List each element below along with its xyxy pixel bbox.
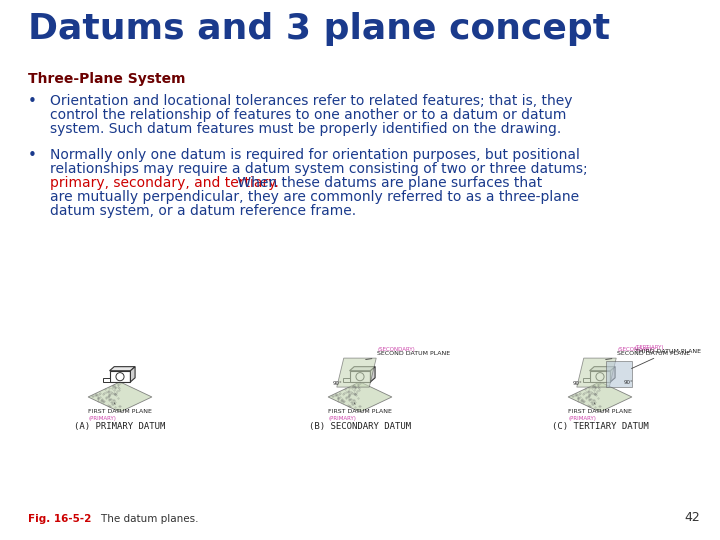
Text: datum system, or a datum reference frame.: datum system, or a datum reference frame… [50, 204, 356, 218]
Text: (TERTIARY): (TERTIARY) [635, 346, 665, 350]
Text: system. Such datum features must be properly identified on the drawing.: system. Such datum features must be prop… [50, 122, 562, 136]
Text: (A) PRIMARY DATUM: (A) PRIMARY DATUM [74, 422, 166, 431]
Polygon shape [582, 378, 590, 382]
Text: (C) TERTIARY DATUM: (C) TERTIARY DATUM [552, 422, 649, 431]
Text: (SECONDARY): (SECONDARY) [618, 347, 655, 352]
Polygon shape [371, 367, 375, 382]
Text: primary, secondary, and tertiary.: primary, secondary, and tertiary. [50, 176, 279, 190]
Polygon shape [337, 358, 377, 387]
Circle shape [596, 373, 604, 381]
Text: When these datums are plane surfaces that: When these datums are plane surfaces tha… [233, 176, 542, 190]
Polygon shape [343, 378, 350, 382]
Text: THIRD DATUM PLANE: THIRD DATUM PLANE [631, 349, 701, 368]
Polygon shape [577, 358, 616, 387]
Polygon shape [102, 378, 109, 382]
Text: (SECONDARY): (SECONDARY) [377, 347, 415, 352]
Text: relationships may require a datum system consisting of two or three datums;: relationships may require a datum system… [50, 162, 588, 176]
Text: FIRST DATUM PLANE: FIRST DATUM PLANE [88, 403, 152, 414]
Text: Fig. 16-5-2: Fig. 16-5-2 [28, 514, 91, 524]
Text: FIRST DATUM PLANE: FIRST DATUM PLANE [328, 403, 392, 414]
Text: 90°: 90° [624, 380, 633, 385]
Text: (PRIMARY): (PRIMARY) [328, 416, 356, 421]
Text: SECOND DATUM PLANE: SECOND DATUM PLANE [606, 350, 690, 360]
Circle shape [356, 373, 364, 381]
Text: Orientation and locational tolerances refer to related features; that is, they: Orientation and locational tolerances re… [50, 94, 572, 108]
Polygon shape [350, 371, 371, 382]
Polygon shape [328, 382, 392, 412]
Polygon shape [590, 367, 615, 371]
Polygon shape [109, 371, 130, 382]
Polygon shape [350, 367, 375, 371]
Text: Datums and 3 plane concept: Datums and 3 plane concept [28, 12, 610, 46]
Text: •: • [28, 94, 37, 109]
Polygon shape [606, 361, 632, 387]
Text: control the relationship of features to one another or to a datum or datum: control the relationship of features to … [50, 108, 567, 122]
Text: FIRST DATUM PLANE: FIRST DATUM PLANE [568, 403, 632, 414]
Polygon shape [611, 367, 615, 382]
Text: 90°: 90° [572, 381, 582, 386]
Text: •: • [28, 148, 37, 163]
Text: Three-Plane System: Three-Plane System [28, 72, 186, 86]
Polygon shape [130, 367, 135, 382]
Text: Normally only one datum is required for orientation purposes, but positional: Normally only one datum is required for … [50, 148, 580, 162]
Text: 90°: 90° [332, 381, 342, 386]
Polygon shape [88, 382, 152, 412]
Circle shape [116, 373, 124, 381]
Text: (B) SECONDARY DATUM: (B) SECONDARY DATUM [309, 422, 411, 431]
Polygon shape [109, 367, 135, 371]
Text: (PRIMARY): (PRIMARY) [88, 416, 116, 421]
Text: The datum planes.: The datum planes. [88, 514, 199, 524]
Text: 42: 42 [684, 511, 700, 524]
Polygon shape [590, 371, 611, 382]
Text: SECOND DATUM PLANE: SECOND DATUM PLANE [366, 350, 451, 360]
Text: are mutually perpendicular, they are commonly referred to as a three-plane: are mutually perpendicular, they are com… [50, 190, 579, 204]
Polygon shape [568, 382, 632, 412]
Text: (PRIMARY): (PRIMARY) [568, 416, 596, 421]
